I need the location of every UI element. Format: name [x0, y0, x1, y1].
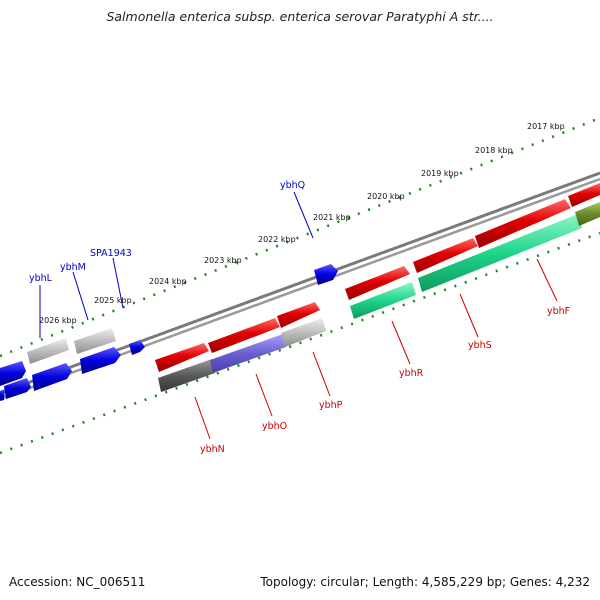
accession-text: Accession: NC_006511 — [9, 575, 146, 589]
label-ybhF[interactable]: ybhF — [547, 306, 570, 317]
gene-ybhS-green[interactable] — [418, 214, 582, 292]
leader-ybhR — [391, 320, 411, 365]
leader-ybhF — [536, 258, 558, 302]
gene-ybhQ-arrow[interactable] — [314, 264, 338, 285]
label-ybhQ[interactable]: ybhQ — [280, 180, 305, 191]
scale-label-2026: 2026 kbp — [39, 316, 77, 325]
gene-red-b[interactable] — [208, 318, 280, 353]
scale-label-2021: 2021 kbp — [313, 213, 351, 222]
leader-ybhQ — [293, 191, 314, 239]
label-ybhO[interactable]: ybhO — [262, 421, 287, 432]
label-ybhP[interactable]: ybhP — [319, 400, 343, 411]
scale-label-2019: 2019 kbp — [421, 169, 459, 178]
gene-blue-1[interactable] — [0, 361, 26, 386]
leader-ybhP — [312, 351, 331, 397]
scale-label-2018: 2018 kbp — [475, 146, 513, 155]
gene-gray-2[interactable] — [74, 328, 116, 354]
label-ybhR[interactable]: ybhR — [399, 368, 424, 379]
scale-label-2025: 2025 kbp — [94, 296, 132, 305]
gene-red-a[interactable] — [155, 343, 209, 372]
gene-red-c[interactable] — [277, 302, 320, 328]
label-ybhN[interactable]: ybhN — [200, 444, 225, 455]
leader-ybhO — [255, 373, 273, 417]
label-ybhM[interactable]: ybhM — [60, 262, 86, 273]
label-ybhS[interactable]: ybhS — [468, 340, 492, 351]
genome-title: Salmonella enterica subsp. enterica sero… — [106, 9, 494, 24]
scale-label-2020: 2020 kbp — [367, 192, 405, 201]
gene-red-d[interactable] — [345, 266, 410, 300]
inner-scale-line — [0, 231, 600, 455]
gene-ybhN-dark[interactable] — [158, 359, 215, 392]
gene-red-e[interactable] — [413, 238, 478, 273]
leader-ybhS — [459, 293, 479, 338]
scale-label-2017: 2017 kbp — [527, 122, 565, 131]
gene-ybhF-olive[interactable] — [575, 202, 600, 226]
label-ybhL[interactable]: ybhL — [29, 273, 53, 284]
gene-blue-2[interactable] — [32, 363, 72, 391]
gene-blue-3[interactable] — [80, 347, 121, 374]
scale-label-2022: 2022 kbp — [258, 235, 296, 244]
gene-red-g[interactable] — [568, 183, 600, 207]
gene-red-f[interactable] — [475, 199, 571, 248]
scale-label-2024: 2024 kbp — [149, 277, 187, 286]
gene-blue-4[interactable] — [4, 378, 31, 399]
gene-ybhP-gray[interactable] — [281, 318, 326, 347]
scale-label-2023: 2023 kbp — [204, 256, 242, 265]
gene-gray-1[interactable] — [27, 338, 69, 364]
label-SPA1943[interactable]: SPA1943 — [90, 248, 132, 259]
gene-ybhR-green[interactable] — [350, 282, 416, 319]
gene-blue-5[interactable] — [0, 389, 5, 401]
leader-SPA1943 — [112, 257, 124, 309]
leader-ybhN — [194, 396, 211, 440]
genome-summary-text: Topology: circular; Length: 4,585,229 bp… — [260, 575, 590, 589]
gene-blue-small[interactable] — [129, 340, 145, 355]
gene-ybhO-purple[interactable] — [210, 334, 286, 373]
leader-ybhM — [72, 271, 89, 321]
